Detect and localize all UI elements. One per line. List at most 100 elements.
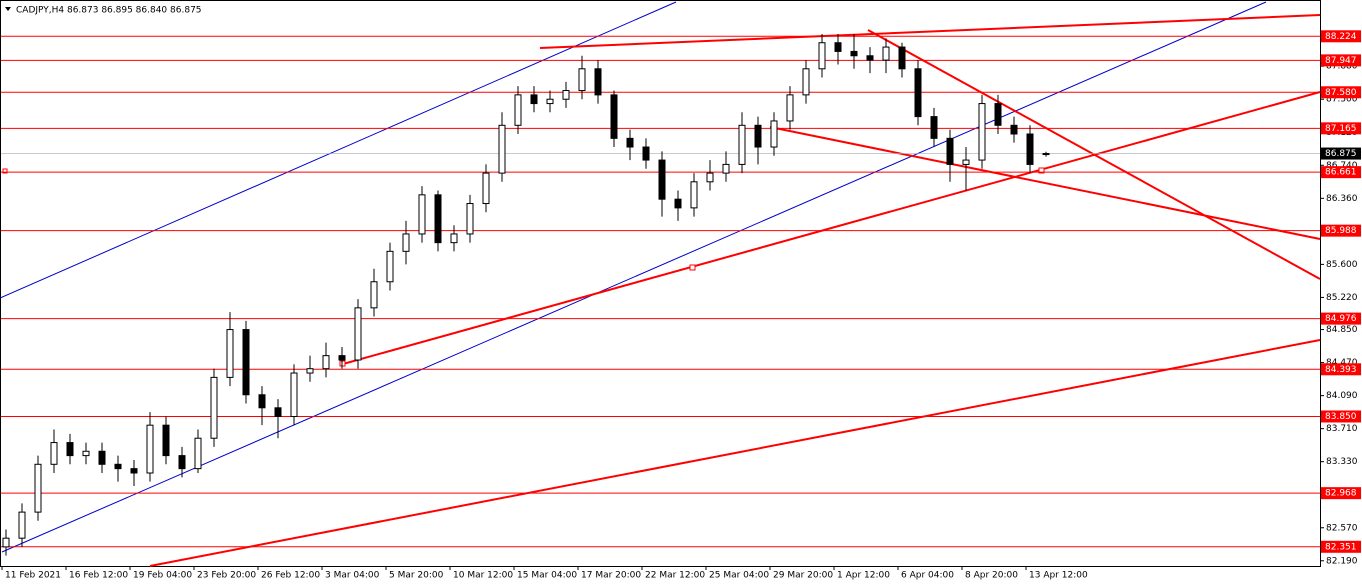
level-label-box: [1321, 487, 1361, 500]
candle-body: [306, 368, 314, 374]
x-tick-label: 17 Mar 20:00: [581, 571, 641, 581]
candle-body: [562, 90, 570, 100]
candle-body: [882, 46, 890, 61]
candle-body: [690, 181, 698, 209]
candle-body: [242, 329, 250, 396]
candle-body: [146, 424, 154, 474]
candle-body: [354, 307, 362, 361]
candle-body: [930, 116, 938, 139]
chart-title: CADJPY,H4 86.873 86.895 86.840 86.875: [16, 6, 202, 16]
candle-body: [178, 455, 186, 470]
candle-body: [98, 450, 106, 465]
x-tick-label: 1 Apr 12:00: [837, 571, 890, 581]
collapse-icon: [5, 7, 11, 11]
candle-body: [770, 120, 778, 148]
level-label: 87.165: [1325, 124, 1357, 134]
level-label-box: [1321, 363, 1361, 376]
candle-body: [1042, 153, 1050, 156]
level-label-box: [1321, 30, 1361, 43]
candle-body: [722, 163, 730, 174]
y-tick-label: 84.470: [1326, 358, 1358, 368]
last-price-label: 86.875: [1325, 149, 1357, 159]
level-label-box: [1321, 224, 1361, 237]
level-label: 86.661: [1325, 168, 1357, 178]
level-label: 83.850: [1325, 412, 1357, 422]
candle-body: [866, 55, 874, 61]
candle-body: [594, 68, 602, 96]
candle-body: [786, 94, 794, 122]
x-tick-label: 19 Feb 04:00: [133, 571, 192, 581]
candle-body: [162, 424, 170, 457]
channel-line: [1, 1, 1267, 553]
x-tick-label: 5 Mar 20:00: [389, 571, 444, 581]
y-tick-label: 83.330: [1326, 457, 1358, 467]
candle-body: [578, 68, 586, 92]
level-label: 82.968: [1325, 489, 1357, 499]
trend-line: [539, 14, 1321, 49]
level-label-box: [1321, 312, 1361, 325]
trend-line: [769, 126, 1321, 240]
level-label: 88.224: [1325, 32, 1357, 42]
candle-body: [322, 355, 330, 370]
level-label: 84.976: [1325, 314, 1357, 324]
candle-body: [850, 50, 858, 57]
y-tick-label: 86.360: [1326, 194, 1358, 204]
y-tick-label: 84.090: [1326, 391, 1358, 401]
x-tick-label: 13 Apr 12:00: [1029, 571, 1088, 581]
level-label-box: [1321, 166, 1361, 179]
candle-body: [210, 376, 218, 439]
candle-body: [962, 159, 970, 165]
last-price-box: [1321, 147, 1361, 160]
candle-body: [338, 355, 346, 361]
level-label: 87.580: [1325, 88, 1357, 98]
level-label-box: [1321, 86, 1361, 99]
candle-body: [706, 172, 714, 183]
candle-body: [450, 233, 458, 244]
anchor-point: [1038, 167, 1045, 174]
candle-body: [482, 172, 490, 205]
y-tick-label: 82.570: [1326, 523, 1358, 533]
candle-body: [738, 124, 746, 165]
candle-body: [994, 103, 1002, 126]
candle-body: [514, 94, 522, 126]
candle-body: [674, 198, 682, 209]
candle-body: [802, 68, 810, 96]
candle-body: [530, 94, 538, 105]
y-tick-label: 83.710: [1326, 424, 1358, 434]
level-label: 85.988: [1325, 226, 1357, 236]
candle-body: [754, 124, 762, 148]
level-label-box: [1321, 410, 1361, 423]
candle-body: [2, 537, 10, 548]
anchor-point: [2, 168, 8, 174]
candle-body: [18, 511, 26, 539]
channel-line: [0, 1, 677, 299]
level-label-box: [1321, 122, 1361, 135]
candle-body: [946, 137, 954, 165]
candle-body: [418, 194, 426, 235]
x-tick-label: 22 Mar 12:00: [645, 571, 705, 581]
candle-body: [258, 394, 266, 409]
candle-body: [1026, 133, 1034, 165]
candle-body: [1010, 124, 1018, 135]
plot-frame: [0, 0, 1321, 567]
candle-body: [114, 463, 122, 470]
candle-body: [610, 94, 618, 139]
candle-body: [34, 463, 42, 513]
x-tick-label: 25 Mar 04:00: [709, 571, 769, 581]
candle-body: [546, 98, 554, 105]
y-tick-label: 87.880: [1326, 62, 1358, 72]
candle-body: [834, 42, 842, 52]
candle-body: [66, 442, 74, 457]
y-tick-label: 85.600: [1326, 260, 1358, 270]
level-label: 87.947: [1325, 56, 1357, 66]
x-tick-label: 15 Mar 04:00: [517, 571, 577, 581]
x-tick-label: 23 Feb 20:00: [197, 571, 256, 581]
level-label-box: [1321, 540, 1361, 553]
candle-body: [226, 329, 234, 378]
x-tick-label: 8 Apr 20:00: [965, 571, 1018, 581]
candle-body: [290, 372, 298, 417]
candle-body: [898, 46, 906, 70]
y-tick-label: 85.220: [1326, 293, 1358, 303]
candle-body: [818, 42, 826, 70]
